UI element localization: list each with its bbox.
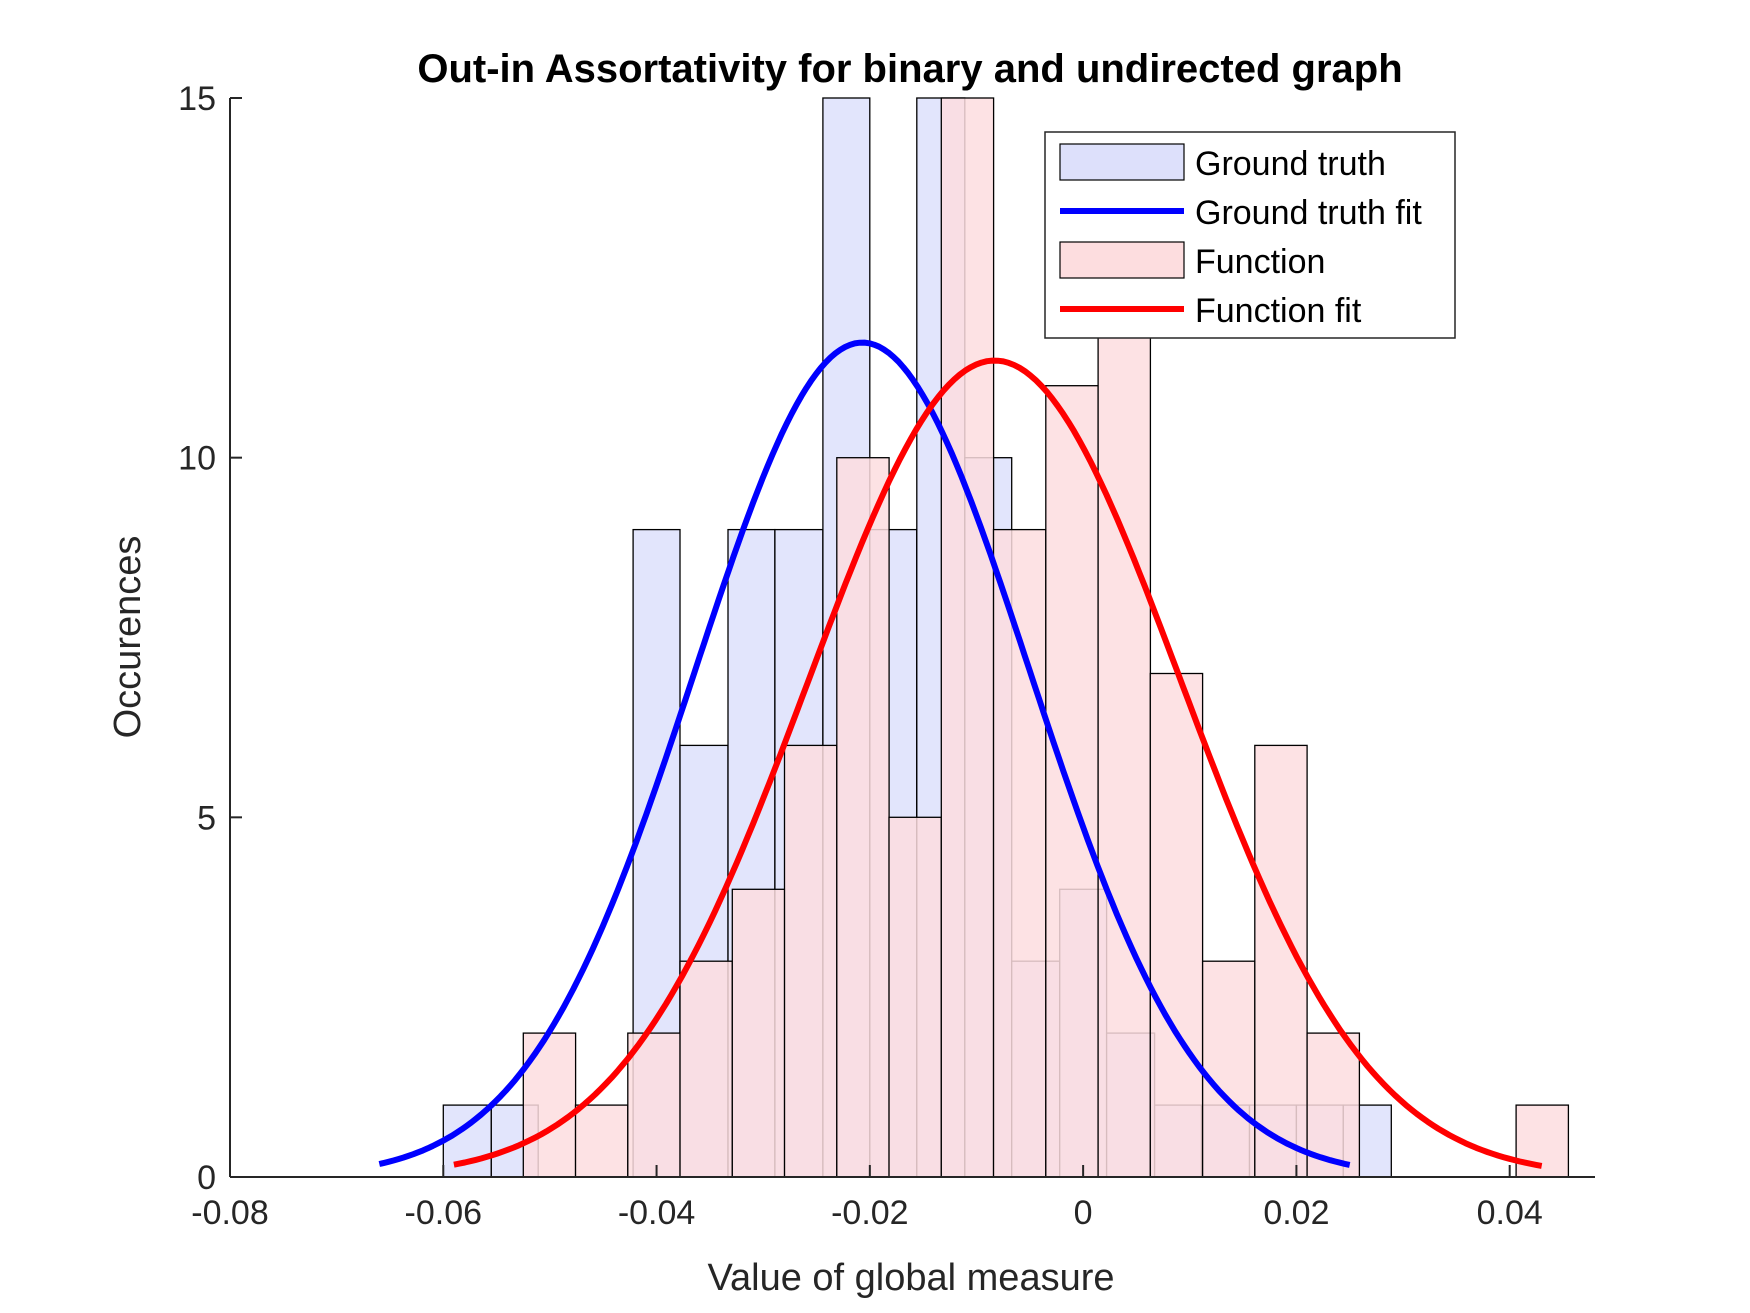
legend-label-ground-truth: Ground truth [1195, 145, 1386, 183]
function-bar-7 [836, 457, 890, 1178]
chart-title: Out-in Assortativity for binary and undi… [417, 47, 1402, 91]
y-tick-label: 10 [178, 440, 216, 478]
x-tick-label: 0.02 [1263, 1194, 1329, 1232]
y-axis-label: Occurences [107, 536, 149, 739]
function-bar-4 [679, 960, 733, 1178]
function-bar-6 [783, 744, 838, 1178]
legend: Ground truth Ground truth fit Function F… [1044, 131, 1456, 339]
legend-entry-function: Function [1059, 241, 1325, 281]
y-tick-label: 15 [178, 80, 216, 118]
function-bar-2 [574, 1104, 629, 1178]
function-bar-3 [627, 1032, 681, 1178]
y-tick-label: 5 [197, 799, 216, 837]
legend-swatch-function [1059, 241, 1185, 279]
legend-entry-ground-truth-fit: Ground truth fit [1060, 194, 1422, 232]
function-bar-20 [1515, 1104, 1570, 1178]
fit-curves [378, 339, 1543, 1169]
legend-swatch-ground-truth [1059, 143, 1185, 181]
y-tick-label: 0 [197, 1159, 216, 1197]
ground-truth-fit-curve [378, 339, 1351, 1168]
function-bar-9 [940, 97, 995, 1178]
function-bar-14 [1201, 960, 1256, 1178]
x-tick-label: 0 [1074, 1194, 1093, 1232]
function-bar-8 [888, 816, 942, 1178]
x-tick-label: -0.04 [618, 1194, 696, 1232]
function-bar-11 [1045, 385, 1099, 1178]
legend-entry-ground-truth: Ground truth [1059, 143, 1386, 183]
function-bar-12 [1097, 313, 1152, 1178]
legend-label-ground-truth-fit: Ground truth fit [1195, 194, 1422, 232]
ground-truth-bar-1 [442, 1104, 492, 1178]
legend-entry-function-fit: Function fit [1060, 292, 1362, 330]
x-tick-label: -0.06 [405, 1194, 483, 1232]
y-ticks: 0 5 10 15 [178, 80, 242, 1197]
function-bar-10 [992, 528, 1047, 1178]
x-tick-label: 0.04 [1477, 1194, 1543, 1232]
legend-label-function-fit: Function fit [1195, 292, 1362, 330]
x-ticks: -0.08 -0.06 -0.04 -0.02 0 0.02 0.04 [191, 1165, 1543, 1232]
legend-label-function: Function [1195, 243, 1325, 281]
x-tick-label: -0.02 [831, 1194, 909, 1232]
function-bar-5 [731, 888, 786, 1178]
plot-area [378, 97, 1570, 1178]
axes: -0.08 -0.06 -0.04 -0.02 0 0.02 0.04 0 5 10 15 [178, 80, 1595, 1232]
function-bar-13 [1149, 672, 1204, 1178]
function-bars [522, 97, 1570, 1178]
x-axis-label: Value of global measure [708, 1257, 1115, 1299]
function-fit-curve [453, 357, 1543, 1169]
x-tick-label: -0.08 [191, 1194, 269, 1232]
